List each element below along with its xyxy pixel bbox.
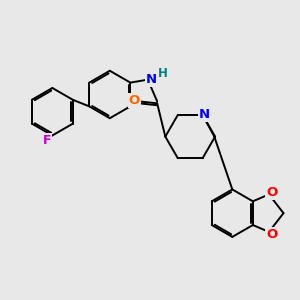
Text: H: H	[158, 67, 168, 80]
Text: O: O	[129, 94, 140, 107]
Text: O: O	[266, 228, 278, 241]
Text: N: N	[146, 73, 158, 86]
Text: O: O	[266, 186, 278, 199]
Text: N: N	[199, 108, 210, 121]
Text: F: F	[42, 134, 51, 146]
